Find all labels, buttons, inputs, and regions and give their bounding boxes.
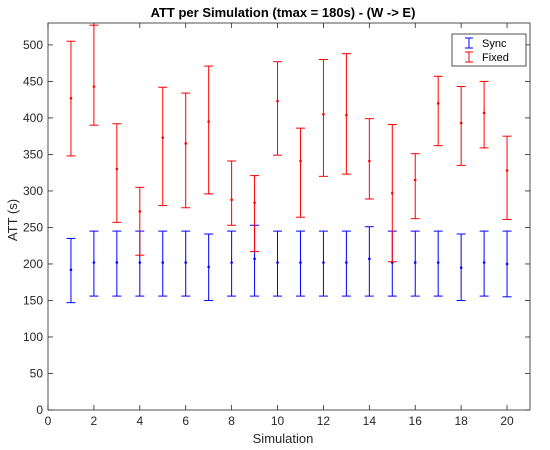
fixed-mean-point	[184, 142, 188, 145]
y-tick-label: 200	[23, 257, 43, 271]
fixed-mean-point	[482, 111, 486, 115]
fixed-mean-point	[161, 136, 165, 139]
fixed-mean-point	[505, 169, 509, 172]
y-tick-label: 400	[23, 111, 43, 125]
sync-mean-point	[505, 262, 509, 266]
sync-mean-point	[253, 257, 256, 261]
sync-mean-point	[92, 261, 96, 264]
y-tick-label: 300	[23, 184, 43, 198]
fixed-mean-point	[276, 99, 279, 103]
x-tick-label: 0	[45, 414, 52, 428]
y-tick-label: 50	[30, 366, 44, 380]
y-tick-label: 450	[23, 74, 43, 88]
sync-mean-point	[299, 261, 302, 264]
x-tick-label: 2	[91, 414, 98, 428]
y-axis-label: ATT (s)	[5, 199, 20, 241]
fixed-mean-point	[299, 159, 302, 163]
fixed-mean-point	[322, 112, 325, 116]
legend: Sync Fixed	[451, 33, 527, 67]
chart-title: ATT per Simulation (tmax = 180s) - (W ->…	[151, 5, 416, 20]
fixed-mean-point	[207, 120, 210, 123]
x-tick-label: 16	[409, 414, 423, 428]
sync-mean-point	[276, 261, 279, 264]
y-tick-label: 250	[23, 220, 43, 234]
fixed-mean-point	[69, 96, 73, 100]
fixed-mean-point	[115, 167, 119, 171]
x-tick-label: 18	[454, 414, 468, 428]
sync-mean-point	[184, 261, 188, 264]
sync-mean-point	[368, 257, 371, 261]
fixed-mean-point	[459, 121, 463, 125]
y-tick-label: 0	[36, 403, 43, 417]
sync-mean-point	[482, 261, 486, 264]
fixed-mean-point	[436, 102, 440, 105]
sync-mean-point	[115, 261, 119, 264]
legend-fixed-label: Fixed	[482, 52, 509, 64]
y-tick-label: 100	[23, 330, 43, 344]
x-tick-label: 6	[182, 414, 189, 428]
x-tick-label: 20	[500, 414, 514, 428]
fixed-mean-point	[390, 191, 394, 195]
x-tick-label: 8	[228, 414, 235, 428]
legend-box	[451, 33, 527, 67]
x-tick-label: 4	[136, 414, 143, 428]
fixed-mean-point	[413, 178, 417, 182]
sync-mean-point	[207, 265, 210, 269]
plot-area: 0 2 4 6 8 10 12 14 16 18 2005010015020025030035040…	[23, 22, 531, 428]
sync-mean-point	[69, 268, 73, 272]
axes-box	[47, 22, 531, 411]
sync-mean-point	[436, 261, 440, 264]
x-tick-label: 14	[363, 414, 377, 428]
fixed-mean-point	[345, 113, 348, 117]
sync-mean-point	[345, 261, 348, 264]
sync-mean-point	[322, 261, 325, 264]
fixed-mean-point	[253, 201, 256, 204]
sync-mean-point	[161, 261, 165, 264]
x-tick-label: 10	[271, 414, 285, 428]
sync-mean-point	[138, 261, 142, 264]
sync-mean-point	[413, 261, 417, 264]
sync-mean-point	[459, 266, 463, 269]
y-tick-label: 500	[23, 38, 43, 52]
sync-mean-point	[230, 261, 233, 264]
fixed-mean-point	[230, 198, 233, 202]
x-axis-label: Simulation	[253, 431, 314, 446]
y-tick-label: 150	[23, 293, 43, 307]
legend-sync-label: Sync	[482, 38, 507, 50]
fixed-mean-point	[138, 210, 142, 213]
fixed-mean-point	[368, 159, 371, 163]
fixed-mean-point	[92, 85, 96, 88]
x-tick-label: 12	[317, 414, 331, 428]
y-tick-label: 350	[23, 147, 43, 161]
